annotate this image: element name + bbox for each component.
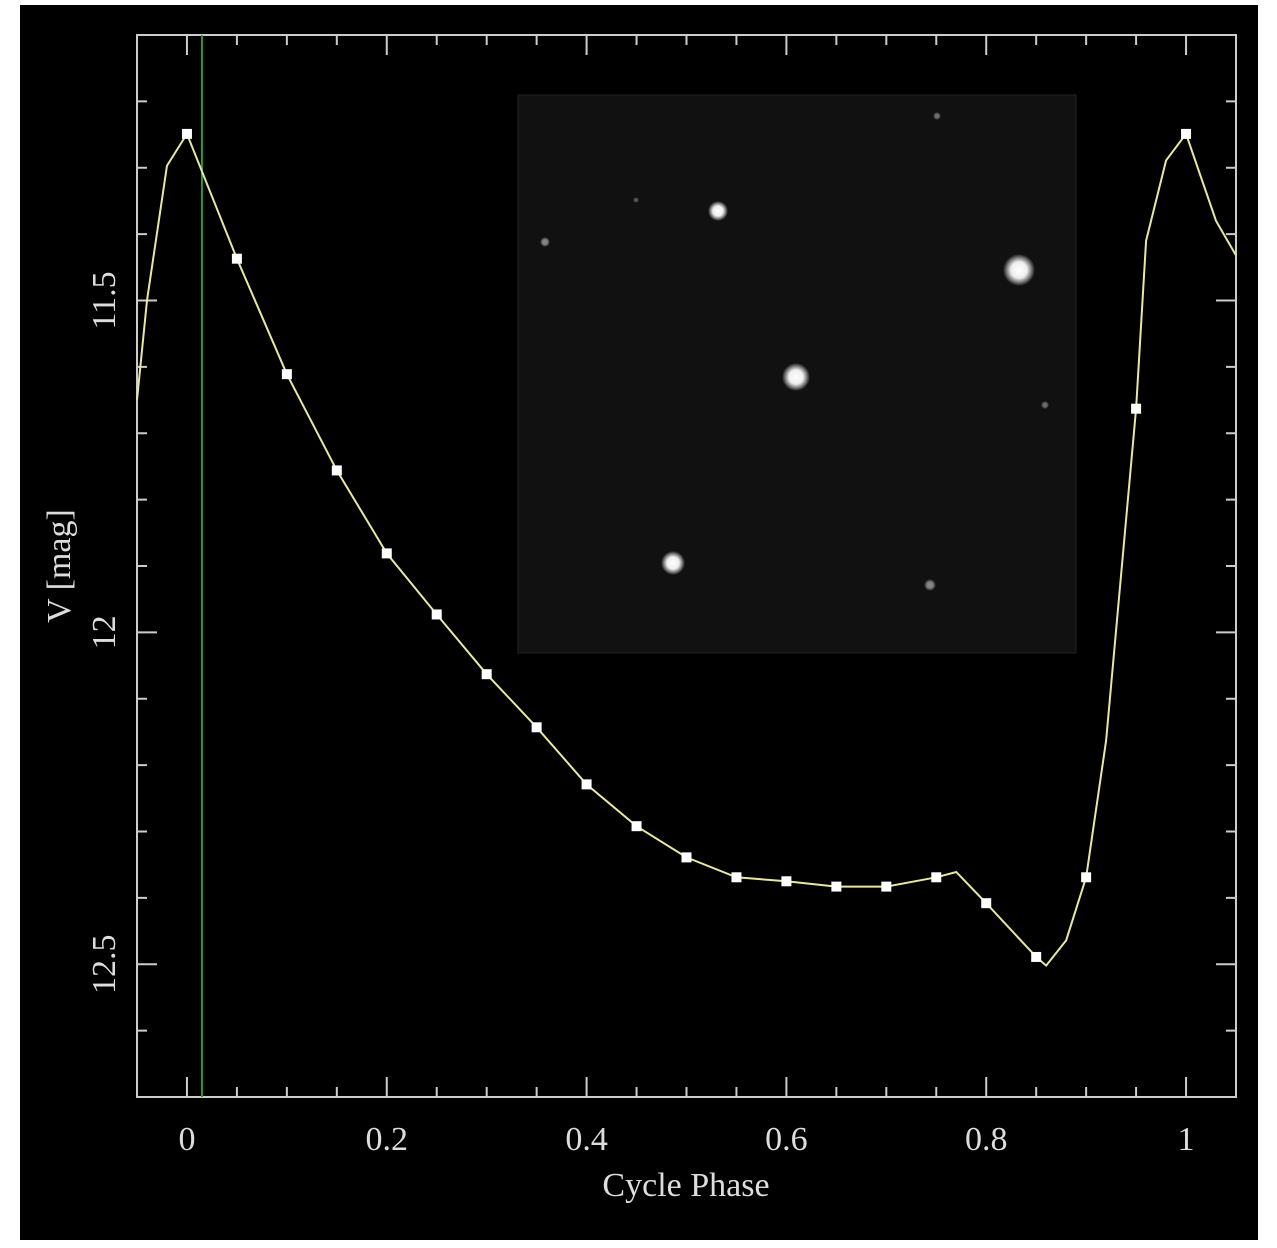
x-tick-label: 0.2: [366, 1121, 409, 1158]
data-point: [931, 872, 942, 883]
y-tick-label: 12: [86, 615, 123, 649]
data-point: [781, 876, 792, 887]
data-point: [581, 779, 592, 790]
x-tick-label: 0.4: [565, 1121, 608, 1158]
data-point: [831, 881, 842, 892]
data-point: [1181, 128, 1192, 139]
star: [633, 197, 639, 203]
x-axis-label: Cycle Phase: [602, 1167, 769, 1204]
data-point: [531, 722, 542, 733]
star: [708, 201, 728, 221]
star: [933, 112, 941, 120]
data-point: [1131, 403, 1142, 414]
star: [782, 363, 810, 391]
x-tick-label: 0.8: [965, 1121, 1008, 1158]
x-tick-label: 0: [178, 1121, 195, 1158]
data-point: [181, 128, 192, 139]
y-tick-label: 11.5: [86, 271, 123, 329]
x-tick-label: 1: [1178, 1121, 1195, 1158]
data-point: [631, 821, 642, 832]
x-tick-label: 0.6: [765, 1121, 808, 1158]
star: [540, 237, 550, 247]
data-point: [681, 852, 692, 863]
data-point: [481, 669, 492, 680]
data-point: [281, 369, 292, 380]
star: [1041, 401, 1049, 409]
star: [924, 579, 936, 591]
light-curve: [136, 131, 1237, 968]
inset-image: [517, 94, 1077, 654]
star: [1003, 254, 1035, 286]
data-point: [1031, 951, 1042, 962]
data-point: [431, 609, 442, 620]
data-point: [331, 465, 342, 476]
data-point: [731, 872, 742, 883]
data-point: [881, 881, 892, 892]
data-point: [981, 898, 992, 909]
y-axis-label: V [mag]: [41, 509, 78, 623]
data-point: [381, 548, 392, 559]
y-tick-label: 12.5: [86, 935, 123, 995]
data-point: [1081, 872, 1092, 883]
data-point: [231, 253, 242, 264]
star: [661, 551, 685, 575]
